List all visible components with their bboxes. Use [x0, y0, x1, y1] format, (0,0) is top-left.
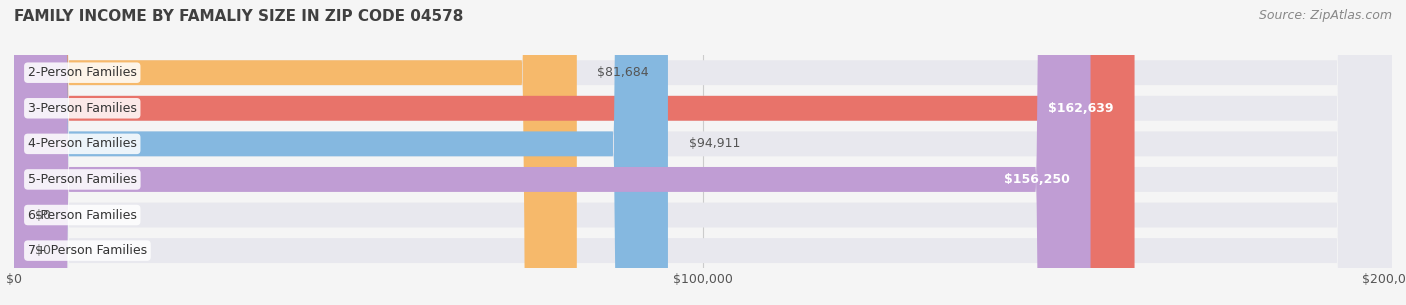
- Text: $156,250: $156,250: [1004, 173, 1070, 186]
- FancyBboxPatch shape: [14, 0, 1392, 305]
- FancyBboxPatch shape: [14, 0, 1392, 305]
- FancyBboxPatch shape: [14, 0, 1392, 305]
- Text: 2-Person Families: 2-Person Families: [28, 66, 136, 79]
- Text: FAMILY INCOME BY FAMALIY SIZE IN ZIP CODE 04578: FAMILY INCOME BY FAMALIY SIZE IN ZIP COD…: [14, 9, 464, 24]
- Text: $0: $0: [35, 244, 51, 257]
- FancyBboxPatch shape: [14, 0, 1392, 305]
- Text: $0: $0: [35, 209, 51, 221]
- FancyBboxPatch shape: [14, 0, 1091, 305]
- Text: Source: ZipAtlas.com: Source: ZipAtlas.com: [1258, 9, 1392, 22]
- Text: 6-Person Families: 6-Person Families: [28, 209, 136, 221]
- Text: 7+ Person Families: 7+ Person Families: [28, 244, 148, 257]
- Text: $81,684: $81,684: [598, 66, 650, 79]
- Text: $162,639: $162,639: [1049, 102, 1114, 115]
- FancyBboxPatch shape: [14, 0, 1392, 305]
- Text: 3-Person Families: 3-Person Families: [28, 102, 136, 115]
- Text: 5-Person Families: 5-Person Families: [28, 173, 136, 186]
- FancyBboxPatch shape: [14, 0, 1392, 305]
- FancyBboxPatch shape: [14, 0, 668, 305]
- Text: 4-Person Families: 4-Person Families: [28, 137, 136, 150]
- FancyBboxPatch shape: [14, 0, 576, 305]
- FancyBboxPatch shape: [14, 0, 1135, 305]
- Text: $94,911: $94,911: [689, 137, 740, 150]
